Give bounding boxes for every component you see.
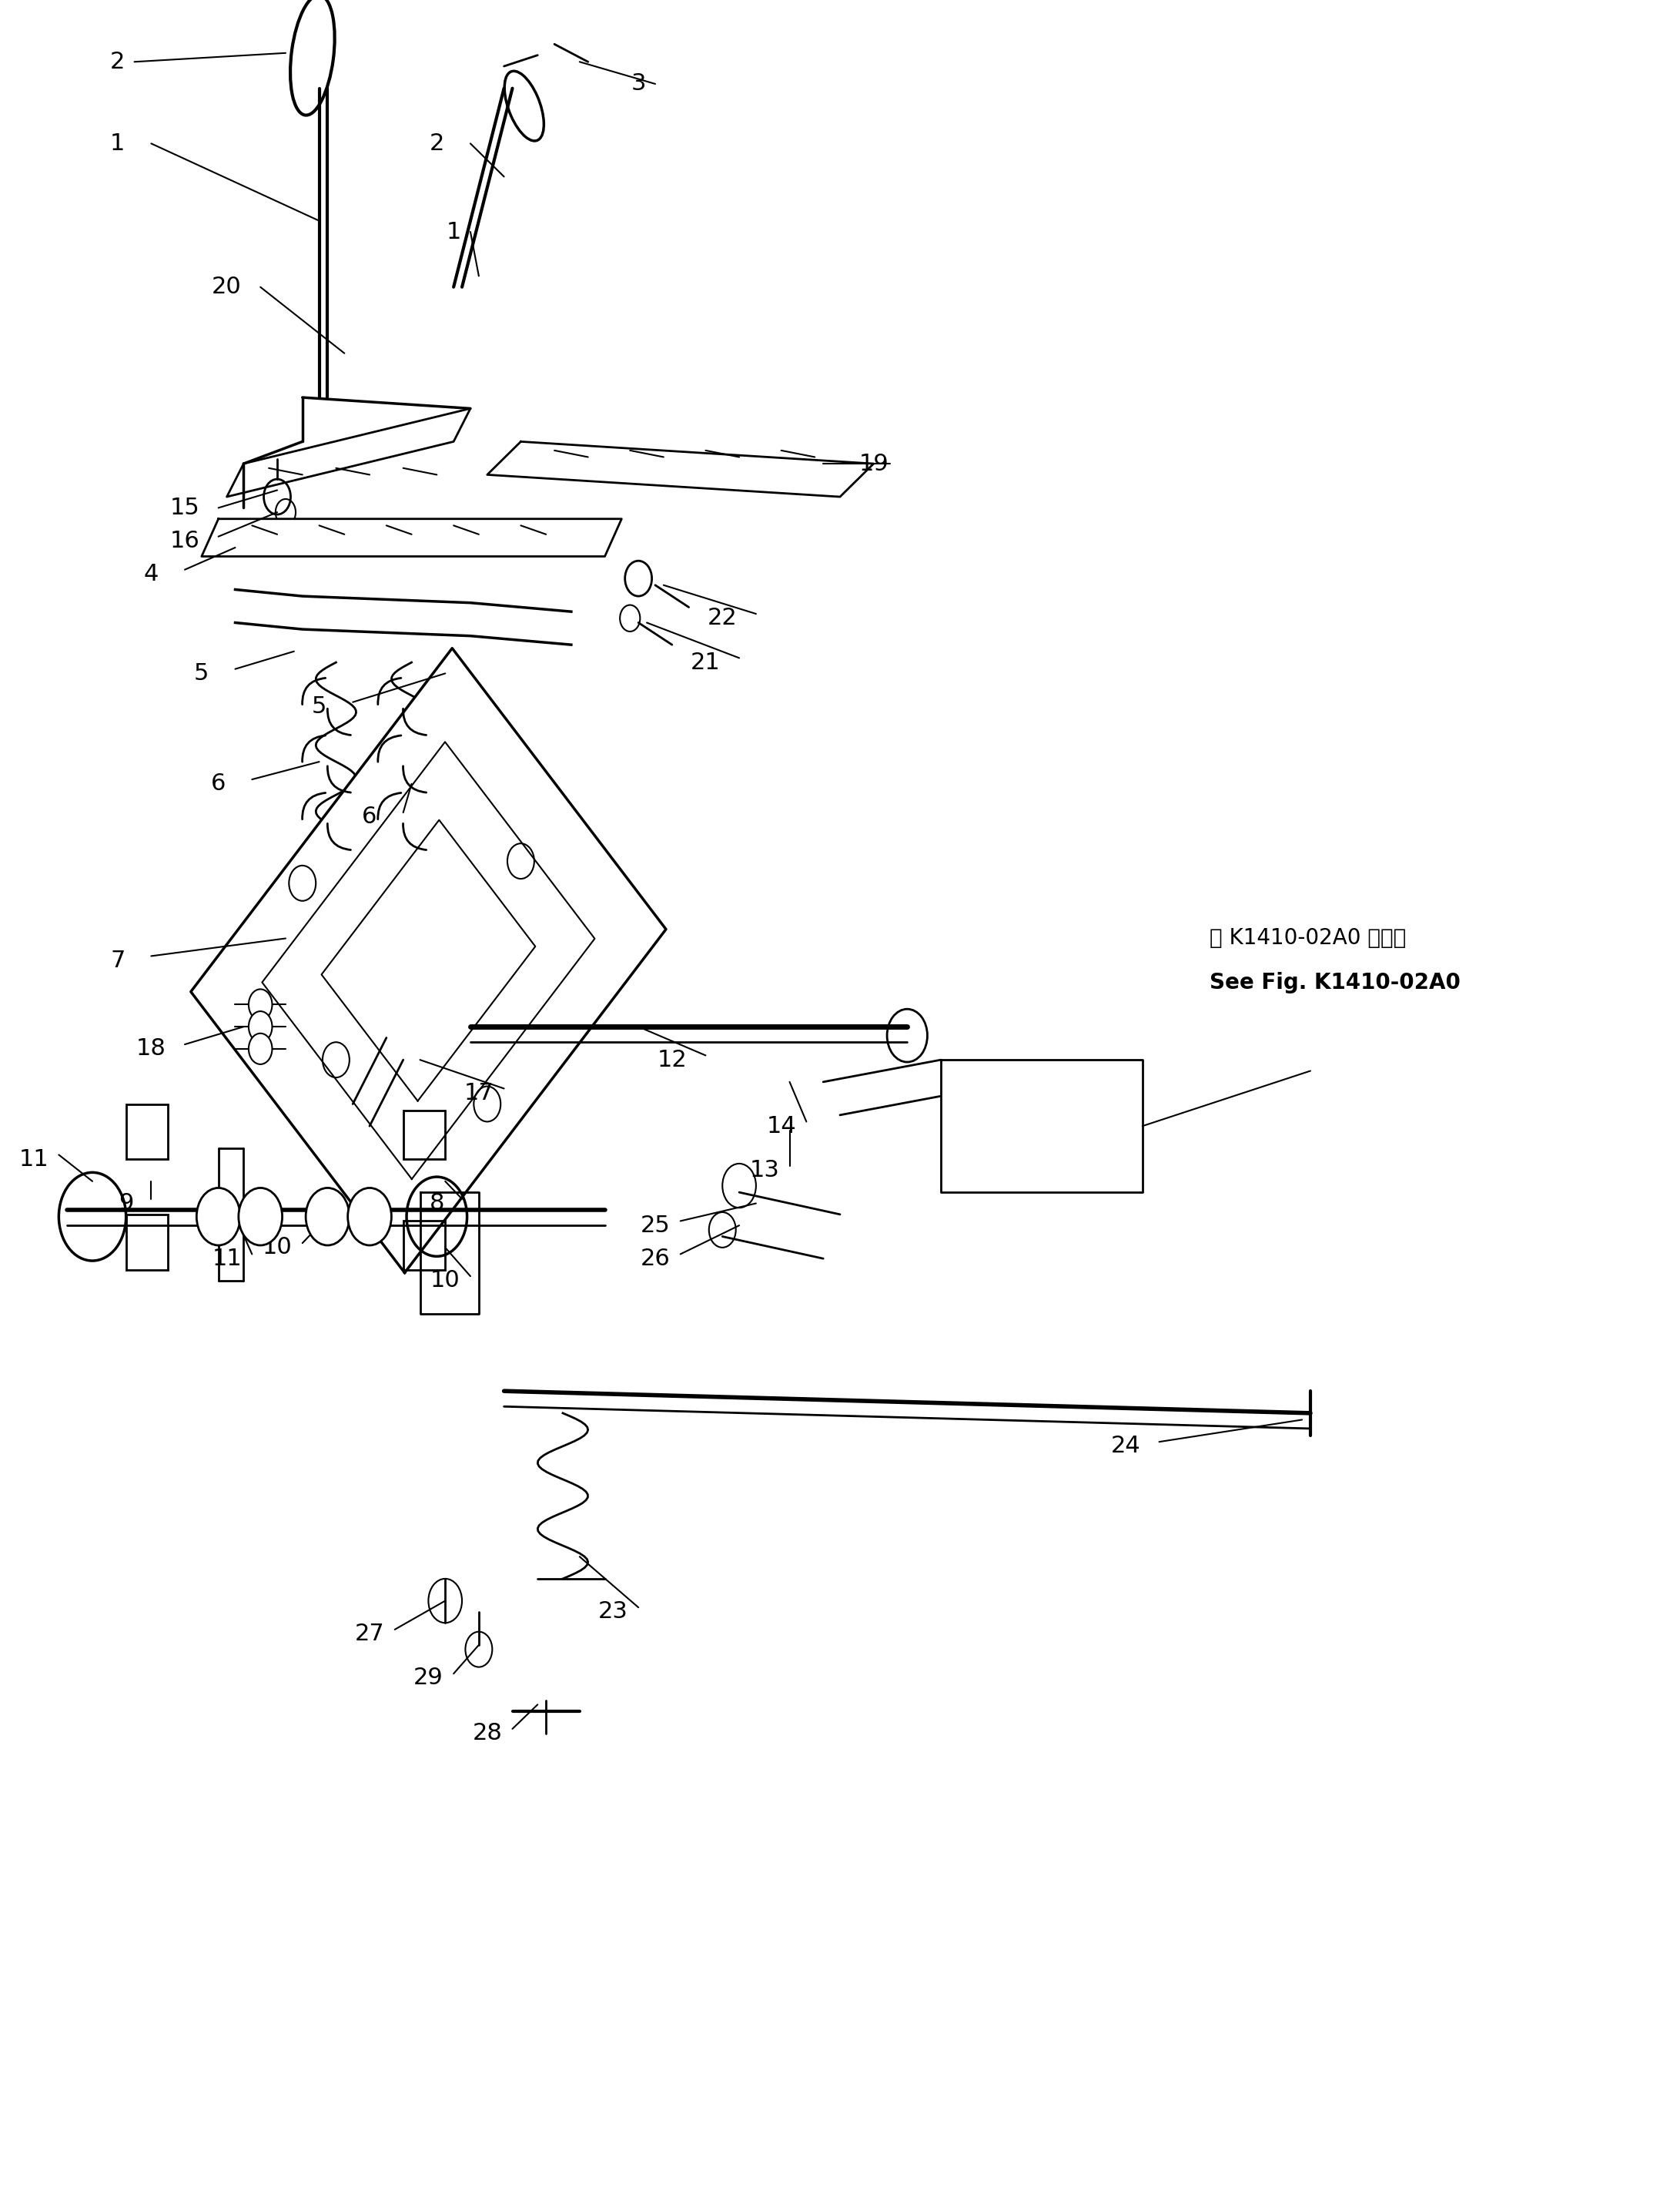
Polygon shape	[420, 1192, 479, 1314]
Text: 24: 24	[1110, 1435, 1141, 1457]
Circle shape	[348, 1188, 391, 1245]
Text: 16: 16	[170, 530, 200, 552]
Circle shape	[197, 1188, 240, 1245]
Text: 2: 2	[430, 132, 444, 155]
Text: 28: 28	[472, 1722, 502, 1744]
Text: 7: 7	[111, 949, 124, 972]
Polygon shape	[192, 649, 665, 1272]
Text: 22: 22	[707, 607, 738, 629]
Text: 23: 23	[598, 1601, 628, 1623]
Bar	[403, 1111, 445, 1159]
Text: 4: 4	[144, 563, 158, 585]
Text: 6: 6	[212, 773, 225, 795]
Text: See Fig. K1410-02A0: See Fig. K1410-02A0	[1210, 972, 1460, 994]
Text: 第 K1410-02A0 図参照: 第 K1410-02A0 図参照	[1210, 927, 1406, 949]
Text: 19: 19	[858, 453, 889, 475]
Text: 25: 25	[640, 1214, 670, 1236]
Text: 11: 11	[18, 1148, 49, 1170]
Text: 17: 17	[464, 1082, 494, 1104]
Text: 1: 1	[447, 221, 460, 243]
Text: 29: 29	[413, 1667, 444, 1689]
Circle shape	[249, 989, 272, 1020]
Text: 9: 9	[119, 1192, 133, 1214]
Text: 5: 5	[312, 696, 326, 718]
Polygon shape	[202, 519, 622, 556]
Text: 2: 2	[111, 51, 124, 73]
Text: 1: 1	[111, 132, 124, 155]
Bar	[126, 1104, 168, 1159]
Text: 18: 18	[136, 1038, 166, 1060]
Circle shape	[239, 1188, 282, 1245]
Text: 10: 10	[262, 1236, 292, 1259]
Text: 27: 27	[354, 1623, 385, 1645]
Text: 11: 11	[212, 1248, 242, 1270]
Polygon shape	[941, 1060, 1142, 1192]
Text: 26: 26	[640, 1248, 670, 1270]
Text: 20: 20	[212, 276, 242, 298]
Bar	[126, 1214, 168, 1270]
Circle shape	[306, 1188, 349, 1245]
Circle shape	[249, 1011, 272, 1042]
Text: 5: 5	[195, 662, 208, 684]
Circle shape	[249, 1033, 272, 1064]
Text: 12: 12	[657, 1049, 687, 1071]
Bar	[403, 1221, 445, 1270]
Text: 21: 21	[690, 651, 721, 673]
Text: 13: 13	[749, 1159, 780, 1181]
Text: 14: 14	[766, 1115, 796, 1137]
Text: 3: 3	[632, 73, 645, 95]
Text: 15: 15	[170, 497, 200, 519]
Text: 8: 8	[430, 1192, 444, 1214]
Text: 10: 10	[430, 1270, 460, 1292]
Text: 6: 6	[363, 806, 376, 828]
